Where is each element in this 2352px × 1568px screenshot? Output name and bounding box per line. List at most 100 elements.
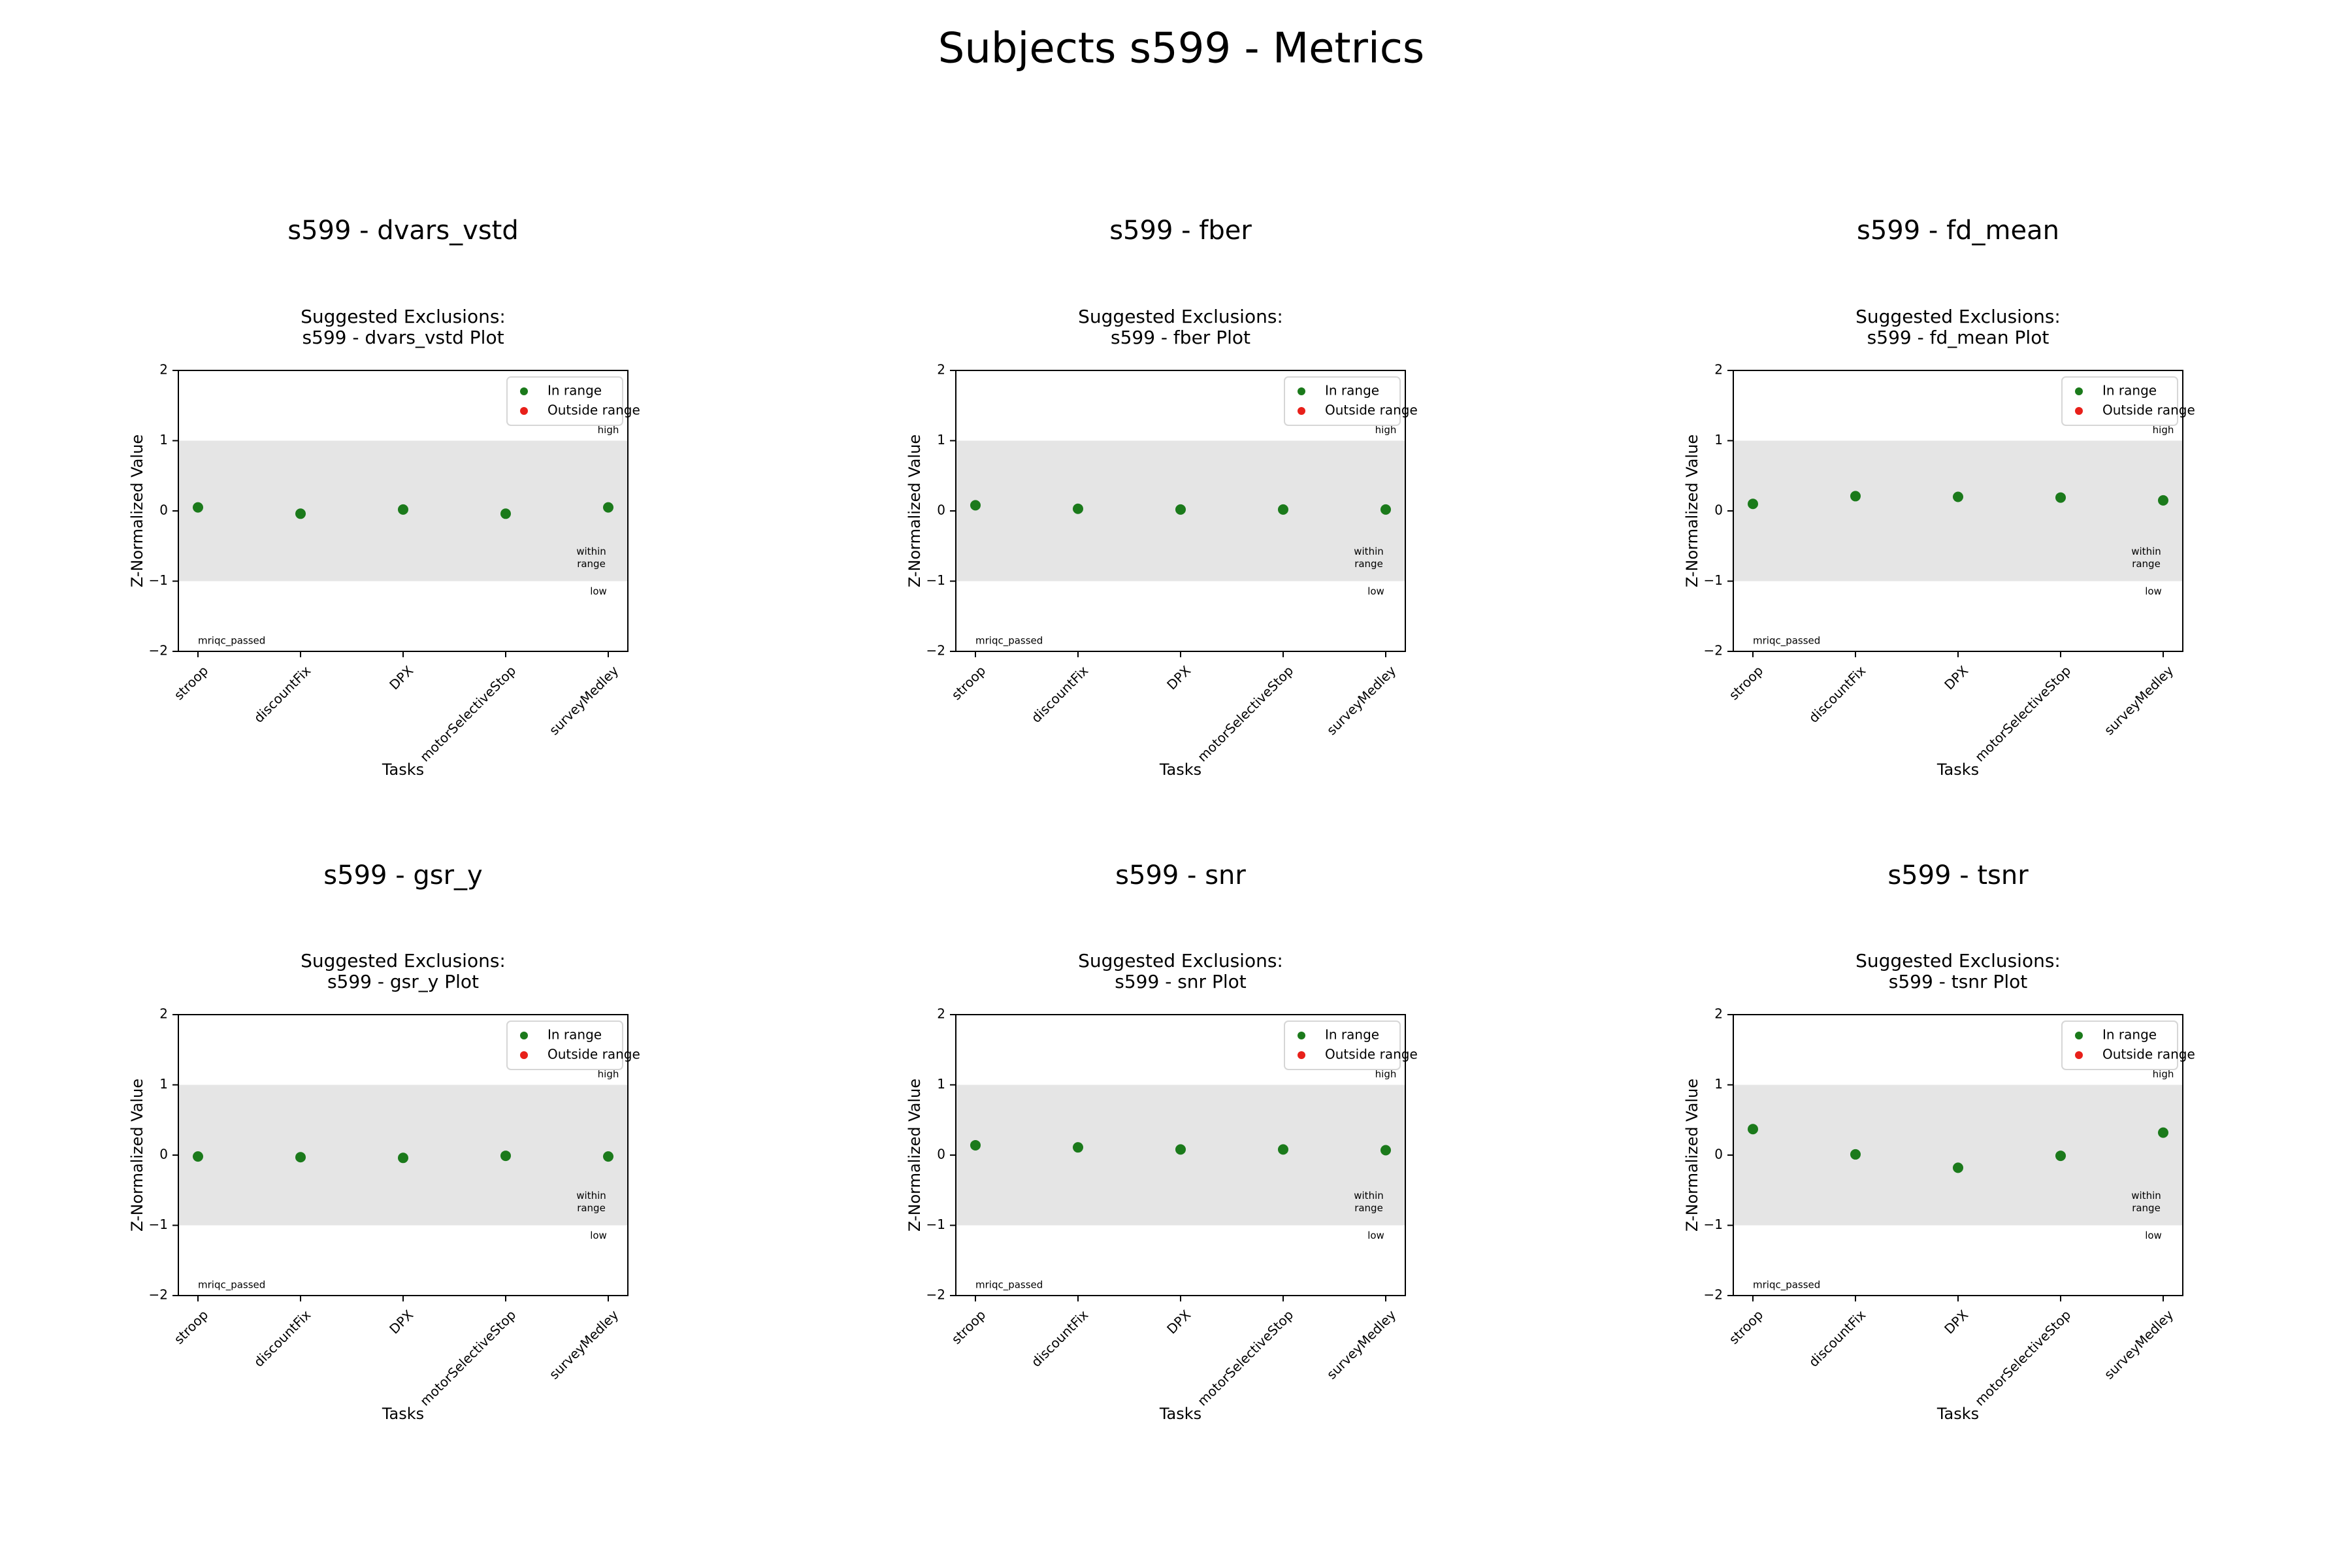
- annotation-within: range: [2132, 558, 2161, 570]
- legend-label-outside-range: Outside range: [1325, 1047, 1418, 1062]
- metric-panel: s599 - dvars_vstd Suggested Exclusions:s5…: [128, 216, 640, 779]
- y-tick-label: −2: [1704, 643, 1723, 659]
- y-tick-label: 0: [937, 1147, 945, 1162]
- figure-title: Subjects s599 - Metrics: [938, 25, 1425, 73]
- panel-subtitle-line: Suggested Exclusions:: [1078, 306, 1283, 327]
- y-tick-label: 2: [1714, 1006, 1723, 1022]
- legend-marker-outside-range: [2075, 407, 2083, 415]
- legend-box: [506, 376, 623, 426]
- y-tick-label: 2: [1714, 362, 1723, 378]
- legend-label-in-range: In range: [2102, 383, 2157, 399]
- annotation-low: low: [590, 1230, 607, 1241]
- annotation-passed: mriqc_passed: [198, 1279, 265, 1291]
- y-tick-label: −1: [149, 1217, 168, 1232]
- legend-marker-in-range: [2075, 1032, 2083, 1039]
- annotation-high: high: [1375, 1068, 1397, 1080]
- legend-marker-outside-range: [2075, 1051, 2083, 1059]
- annotation-within: range: [577, 1202, 606, 1214]
- panel-subtitle-line: s599 - snr Plot: [1115, 971, 1246, 992]
- panel-title: s599 - fd_mean: [1857, 216, 2059, 246]
- y-tick-label: 0: [159, 502, 168, 518]
- y-tick-label: 2: [159, 362, 168, 378]
- annotation-within: within: [1354, 1190, 1384, 1201]
- y-tick-label: −1: [926, 572, 945, 588]
- data-point: [398, 1152, 408, 1164]
- legend-marker-in-range: [1298, 1032, 1305, 1039]
- legend-label-in-range: In range: [547, 383, 602, 399]
- y-axis-label: Z-Normalized Value: [906, 434, 924, 587]
- legend-marker-in-range: [1298, 387, 1305, 395]
- legend-label-in-range: In range: [1325, 383, 1379, 399]
- legend-box: [1284, 376, 1401, 426]
- panel-subtitle-line: Suggested Exclusions:: [1078, 950, 1283, 972]
- data-point: [1380, 504, 1391, 515]
- panel-subtitle-line: s599 - tsnr Plot: [1889, 971, 2027, 992]
- x-axis-label: Tasks: [1936, 1405, 1979, 1423]
- annotation-low: low: [2145, 1230, 2162, 1241]
- panel-subtitle-line: Suggested Exclusions:: [1855, 306, 2061, 327]
- x-axis-label: Tasks: [1936, 760, 1979, 779]
- annotation-within: range: [2132, 1202, 2161, 1214]
- annotation-low: low: [2145, 585, 2162, 597]
- y-axis-label: Z-Normalized Value: [1683, 1079, 1701, 1232]
- panel-subtitle-line: s599 - fber Plot: [1111, 327, 1250, 348]
- annotation-within: within: [576, 546, 606, 557]
- metric-panel: s599 - fd_mean Suggested Exclusions:s599 …: [1683, 216, 2195, 779]
- annotation-low: low: [1367, 1230, 1384, 1241]
- y-tick-label: 1: [159, 432, 168, 448]
- data-point: [193, 502, 203, 513]
- x-axis-label: Tasks: [382, 760, 424, 779]
- data-point: [1380, 1145, 1391, 1156]
- y-tick-label: −2: [149, 1287, 168, 1303]
- legend-label-outside-range: Outside range: [1325, 402, 1418, 418]
- annotation-passed: mriqc_passed: [975, 1279, 1043, 1291]
- data-point: [1073, 1142, 1083, 1153]
- within-range-band: [1733, 440, 2183, 581]
- annotation-passed: mriqc_passed: [1753, 634, 1820, 647]
- legend-label-in-range: In range: [2102, 1027, 2157, 1043]
- panel-subtitle-line: Suggested Exclusions:: [301, 950, 506, 972]
- annotation-within: within: [2131, 546, 2161, 557]
- y-tick-label: 2: [159, 1006, 168, 1022]
- y-axis-label: Z-Normalized Value: [128, 1079, 146, 1232]
- legend-marker-in-range: [520, 387, 528, 395]
- legend-label-outside-range: Outside range: [2102, 402, 2195, 418]
- legend-marker-outside-range: [1298, 1051, 1305, 1059]
- y-tick-label: −2: [926, 643, 945, 659]
- legend-label-outside-range: Outside range: [547, 1047, 640, 1062]
- data-point: [295, 1152, 306, 1163]
- legend-label-outside-range: Outside range: [2102, 1047, 2195, 1062]
- legend-label-outside-range: Outside range: [547, 402, 640, 418]
- y-axis-label: Z-Normalized Value: [128, 434, 146, 587]
- data-point: [295, 508, 306, 519]
- annotation-high: high: [2153, 424, 2174, 436]
- y-tick-label: −2: [1704, 1287, 1723, 1303]
- data-point: [2158, 495, 2168, 506]
- panel-subtitle-line: Suggested Exclusions:: [301, 306, 506, 327]
- y-tick-label: −1: [149, 572, 168, 588]
- y-axis-label: Z-Normalized Value: [1683, 434, 1701, 587]
- data-point: [500, 508, 511, 519]
- panel-subtitle-line: s599 - fd_mean Plot: [1867, 327, 2050, 348]
- legend-box: [506, 1021, 623, 1070]
- annotation-high: high: [598, 424, 619, 436]
- legend-box: [2061, 376, 2178, 426]
- data-point: [1175, 1144, 1186, 1155]
- data-point: [603, 502, 613, 513]
- annotation-passed: mriqc_passed: [975, 634, 1043, 647]
- legend-marker-in-range: [2075, 387, 2083, 395]
- data-point: [2158, 1127, 2168, 1138]
- y-tick-label: 1: [937, 432, 945, 448]
- x-axis-label: Tasks: [1159, 1405, 1201, 1423]
- data-point: [970, 1139, 981, 1151]
- data-point: [1953, 491, 1963, 502]
- within-range-band: [956, 1085, 1405, 1226]
- legend-label-in-range: In range: [547, 1027, 602, 1043]
- y-tick-label: −1: [1704, 572, 1723, 588]
- y-tick-label: 1: [1714, 432, 1723, 448]
- data-point: [1278, 1144, 1288, 1155]
- legend-marker-outside-range: [520, 407, 528, 415]
- y-tick-label: 1: [1714, 1076, 1723, 1092]
